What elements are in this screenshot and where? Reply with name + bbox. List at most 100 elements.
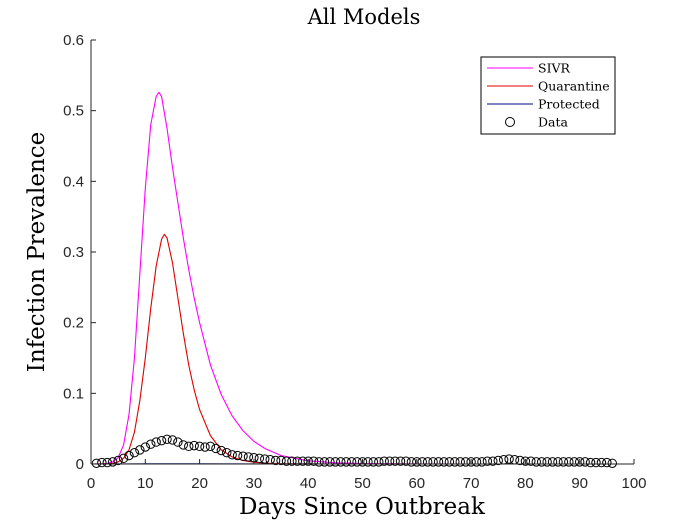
data-point	[178, 440, 189, 450]
data-point	[346, 457, 357, 467]
data-point	[189, 440, 199, 451]
data-point	[357, 457, 368, 467]
data-point	[200, 442, 210, 452]
y-tick-label: 0.1	[63, 385, 84, 402]
data-point	[433, 457, 444, 467]
data-point	[352, 457, 362, 467]
data-point	[232, 450, 243, 461]
data-point	[482, 456, 493, 466]
data-point	[580, 457, 590, 467]
data-point	[308, 456, 319, 466]
y-tick-label: 0.3	[63, 244, 84, 261]
data-point	[222, 447, 232, 458]
data-point	[314, 457, 324, 467]
legend-entry-label: Data	[538, 115, 568, 130]
data-point	[504, 454, 514, 464]
data-point	[477, 457, 487, 467]
data-point	[113, 455, 123, 466]
legend-swatch-data	[505, 117, 515, 127]
data-point	[526, 456, 536, 466]
data-point	[140, 442, 151, 452]
data-point	[287, 456, 297, 466]
data-point	[270, 455, 281, 466]
data-point	[167, 435, 178, 445]
data-point	[303, 456, 313, 466]
data-point	[422, 457, 433, 467]
data-point	[444, 457, 455, 467]
data-point	[254, 453, 265, 464]
data-point	[298, 456, 308, 466]
data-point	[547, 457, 558, 467]
data-point	[401, 456, 411, 466]
x-tick-label: 100	[621, 475, 646, 492]
data-point	[412, 457, 422, 467]
x-tick-label: 10	[137, 475, 154, 492]
legend-entry-label: Quarantine	[538, 79, 610, 94]
data-point	[216, 445, 227, 456]
data-point	[325, 457, 335, 467]
x-tick-label: 50	[354, 475, 371, 492]
data-point	[471, 457, 482, 467]
series-line-sivr	[90, 91, 634, 465]
data-point	[363, 457, 373, 467]
data-point	[450, 457, 460, 467]
data-point	[194, 441, 205, 452]
data-point	[455, 457, 465, 467]
data-point	[162, 434, 172, 444]
data-point	[466, 457, 476, 467]
y-tick-label: 0.4	[63, 173, 84, 190]
data-point	[260, 454, 270, 464]
data-point	[238, 451, 248, 461]
y-axis-label: Infection Prevalence	[24, 132, 50, 373]
data-point	[460, 457, 471, 467]
data-point	[91, 458, 102, 468]
legend-entry-label: Protected	[538, 97, 600, 112]
data-point	[390, 456, 400, 466]
x-tick-label: 20	[191, 475, 208, 492]
data-point	[553, 457, 563, 467]
data-point	[531, 457, 541, 467]
data-point	[520, 456, 531, 466]
data-point	[564, 457, 574, 467]
x-tick-label: 60	[408, 475, 425, 492]
data-point	[135, 445, 145, 455]
data-point	[439, 457, 449, 467]
data-point	[118, 453, 129, 464]
data-point	[542, 457, 552, 467]
data-point	[97, 457, 107, 468]
data-point	[536, 457, 547, 467]
data-point	[330, 457, 341, 467]
data-point	[129, 447, 140, 458]
data-point	[596, 457, 607, 468]
data-point	[515, 455, 525, 466]
x-tick-label: 40	[300, 475, 317, 492]
data-point	[281, 456, 292, 466]
y-tick-label: 0.6	[63, 32, 84, 49]
data-point	[156, 435, 167, 446]
data-point	[151, 437, 161, 447]
data-point	[336, 457, 346, 467]
data-point	[379, 456, 389, 466]
chart-title: All Models	[307, 5, 421, 29]
data-point	[173, 437, 183, 447]
y-tick-label: 0.5	[63, 103, 84, 120]
x-tick-label: 30	[246, 475, 263, 492]
data-point	[493, 455, 503, 466]
data-point	[602, 457, 612, 468]
data-point	[108, 457, 118, 467]
data-point	[488, 456, 498, 466]
legend: SIVR Quarantine Protected Data	[480, 56, 616, 135]
legend-box	[480, 56, 616, 135]
data-point	[227, 450, 237, 460]
x-tick-label: 80	[517, 475, 534, 492]
data-point	[607, 458, 617, 468]
axes: 0 10 20 30 40 50 60 70 80 90 100 0 0.1 0.2 0.3 0.4 0.5 0.…	[63, 32, 646, 492]
data-point	[341, 457, 351, 467]
data-point	[276, 455, 286, 466]
data-point	[124, 450, 134, 461]
x-tick-label: 0	[87, 475, 95, 492]
data-point	[575, 457, 585, 467]
data-point	[569, 457, 579, 467]
data-point	[585, 457, 596, 468]
